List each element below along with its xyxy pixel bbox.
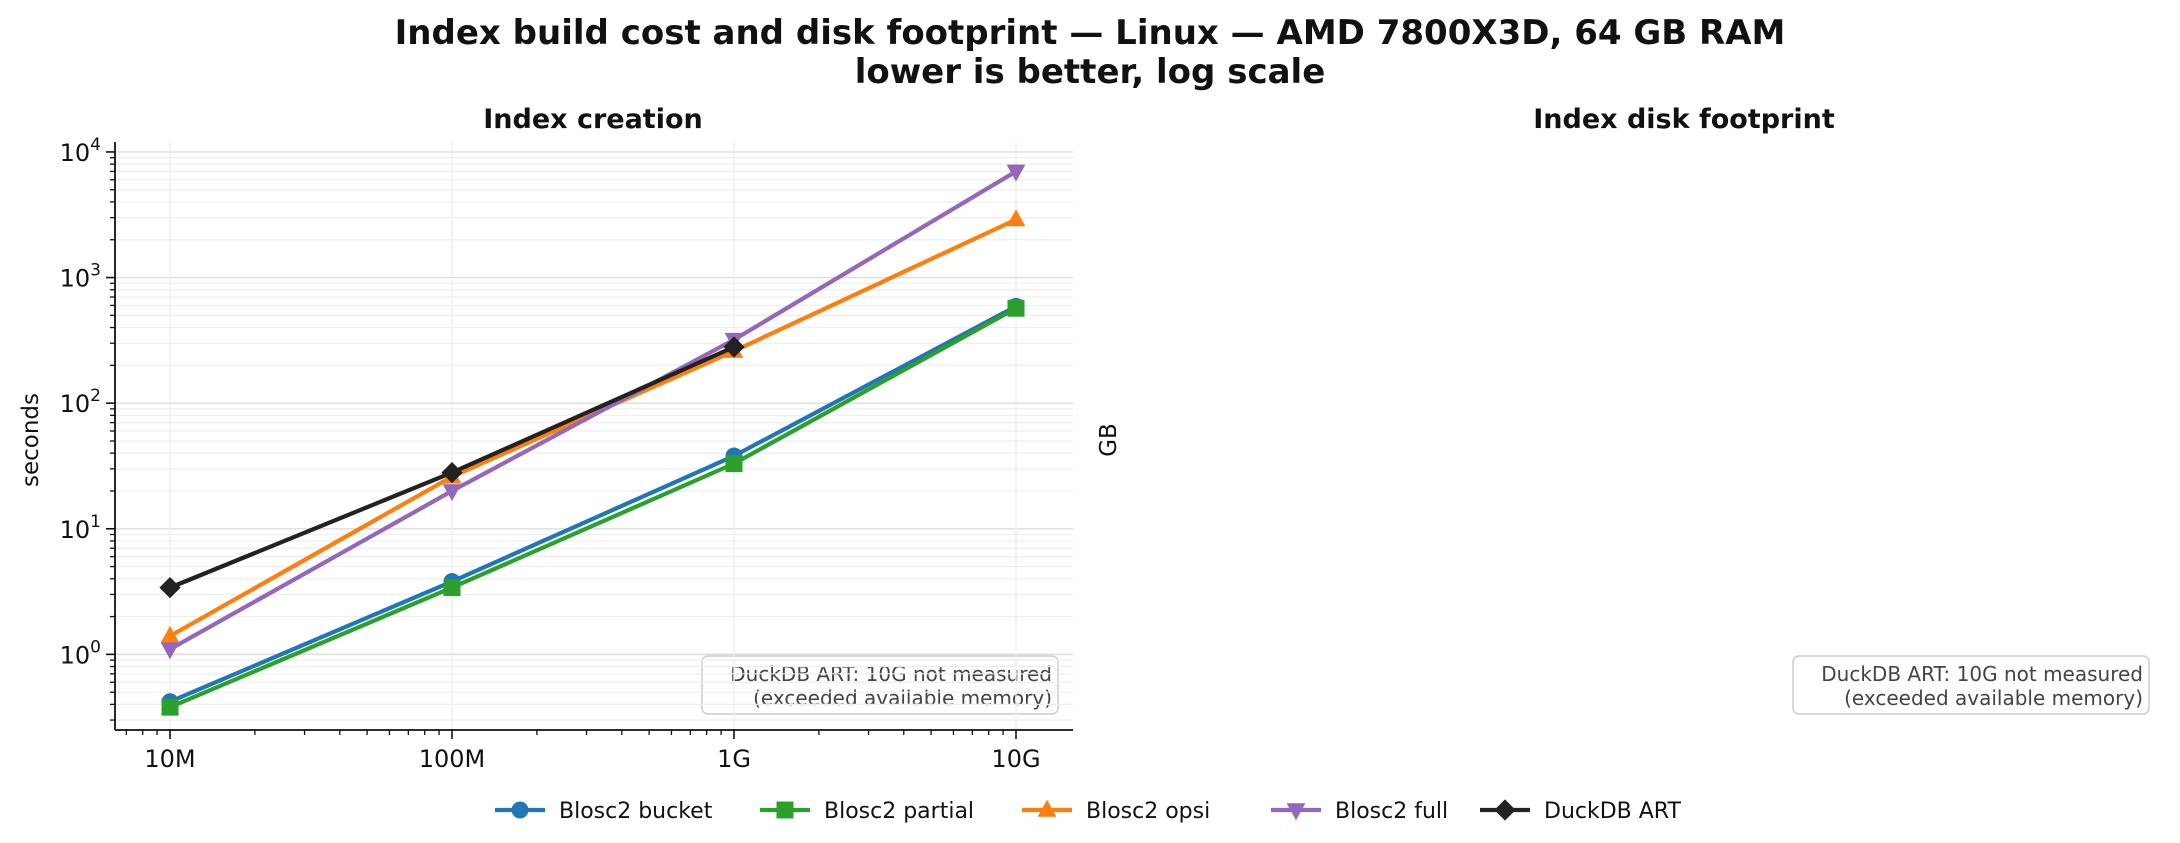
legend-marker	[511, 801, 529, 819]
annotation-line-1: DuckDB ART: 10G not measured	[1821, 662, 2143, 686]
y-tick-base: 10	[60, 265, 91, 293]
y-tick-base: 10	[60, 641, 91, 669]
y-tick-base: 10	[60, 390, 91, 418]
legend-item-blosc2-full: Blosc2 full	[1271, 799, 1448, 824]
legend-marker	[1494, 799, 1516, 821]
data-point	[441, 461, 463, 484]
y-tick-label: 100	[60, 637, 101, 669]
series-line	[169, 306, 1018, 710]
panel-title: Index creation10−110010110210M100M1G10G	[483, 104, 703, 135]
y-tick-exponent: 4	[90, 135, 101, 155]
y-axis-label: GB	[1096, 423, 1122, 457]
legend-marker	[1286, 803, 1306, 821]
data-point	[442, 484, 462, 502]
y-tick-exponent: 0	[90, 637, 101, 657]
data-point	[1006, 209, 1026, 227]
data-point	[725, 455, 743, 473]
data-point	[159, 576, 181, 599]
data-point	[161, 698, 179, 716]
series-duckdb-art	[159, 336, 745, 599]
annotation-box	[701, 655, 1059, 715]
panel-index-disk-footprint: Index disk footprint GB DuckDB ART: 10G …	[1096, 104, 2150, 715]
y-tick-exponent: 1	[90, 512, 101, 532]
legend-marker	[776, 801, 794, 819]
data-point	[723, 336, 745, 358]
legend: Blosc2 bucket Blosc2 partial Blosc2 opsi Bl…	[495, 799, 1681, 824]
y-axis-label: seconds	[18, 393, 44, 487]
legend-label: Blosc2 bucket	[559, 799, 713, 824]
legend-label: Blosc2 full	[1335, 799, 1448, 824]
data-point	[160, 625, 180, 643]
y-tick-label: 102	[60, 386, 101, 418]
series-line	[168, 169, 1018, 652]
y-tick-label: 103	[60, 261, 101, 293]
data-point	[160, 642, 180, 660]
series-line	[169, 304, 1017, 704]
x-tick-label: 1G	[717, 745, 751, 773]
y-tick-base: 10	[60, 139, 91, 167]
y-tick-label: 104	[60, 135, 101, 167]
legend-item-blosc2-bucket: Blosc2 bucket	[495, 799, 713, 824]
x-tick-label: 10G	[991, 745, 1040, 773]
panel-index-creation: Index creation10−110010110210M100M1G10G …	[18, 104, 1073, 773]
y-tick-base: 10	[60, 516, 91, 544]
annotation-line-2: (exceeded available memory)	[753, 686, 1052, 710]
series-blosc2-partial	[161, 299, 1025, 716]
legend-item-duckdb-art: DuckDB ART	[1480, 799, 1681, 824]
annotation-box	[1792, 655, 2150, 715]
y-tick-exponent: 2	[90, 386, 101, 406]
x-tick-label: 10M	[144, 745, 195, 773]
annotation: DuckDB ART: 10G not measured (exceeded a…	[1792, 655, 2150, 715]
data-point	[443, 579, 461, 597]
series-line	[168, 217, 1017, 638]
legend-item-blosc2-partial: Blosc2 partial	[760, 799, 974, 824]
figure-subtitle: lower is better, log scale	[855, 52, 1326, 92]
x-tick-label: 100M	[419, 745, 486, 773]
y-tick-exponent: 3	[90, 261, 101, 281]
figure-title: Index build cost and disk footprint — Li…	[395, 13, 1786, 53]
legend-item-blosc2-opsi: Blosc2 opsi	[1022, 799, 1210, 824]
data-point	[1006, 164, 1026, 182]
series-blosc2-bucket	[161, 297, 1025, 711]
legend-label: DuckDB ART	[1544, 799, 1681, 824]
y-tick-label: 101	[60, 512, 101, 544]
panel-title: Index disk footprint	[1533, 104, 1835, 135]
legend-label: Blosc2 opsi	[1086, 799, 1210, 824]
data-point	[1007, 299, 1025, 317]
annotation: DuckDB ART: 10G not measured (exceeded a…	[701, 655, 1059, 715]
legend-marker	[1037, 799, 1057, 817]
series-blosc2-opsi	[160, 209, 1026, 643]
legend-label: Blosc2 partial	[824, 799, 974, 824]
annotation-line-2: (exceeded available memory)	[1844, 686, 2143, 710]
